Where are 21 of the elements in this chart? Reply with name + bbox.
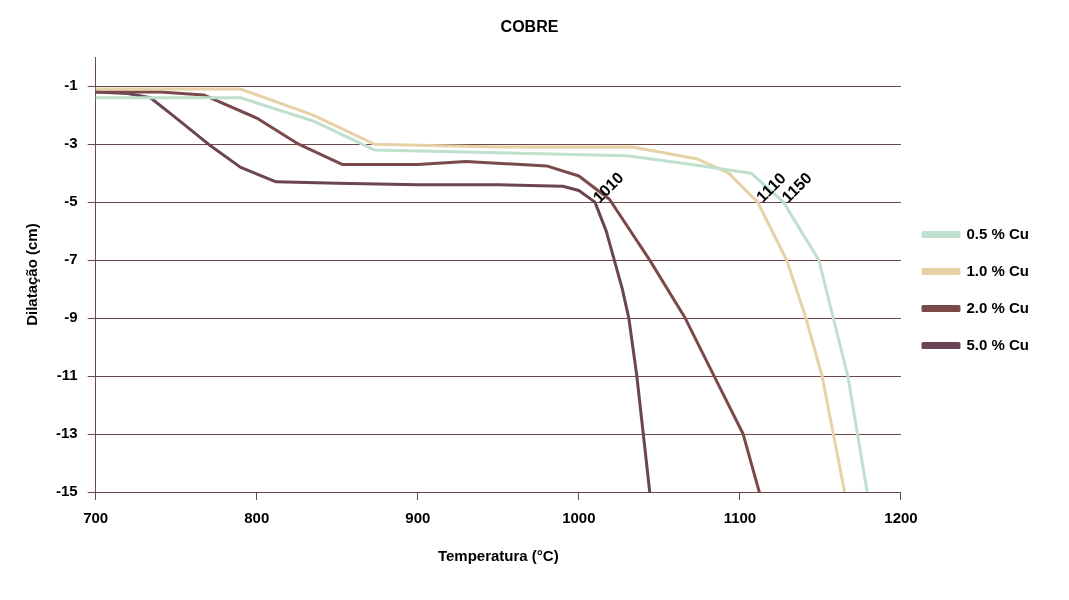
y-tick-label: -11 — [56, 366, 78, 384]
y-tick-label: -1 — [64, 76, 78, 94]
x-tick-label: 700 — [83, 509, 109, 527]
x-tick-label: 1000 — [562, 509, 596, 527]
legend-label: 2.0 % Cu — [966, 298, 1030, 316]
y-axis-title: Dilatação (cm) — [23, 223, 41, 326]
chart-title: COBRE — [500, 18, 559, 36]
y-tick-label: -3 — [64, 134, 78, 152]
x-tick-label: 1200 — [884, 509, 918, 527]
legend-label: 0.5 % Cu — [966, 224, 1030, 242]
legend-label: 1.0 % Cu — [966, 261, 1030, 279]
y-tick-label: -13 — [55, 424, 78, 442]
x-axis-title: Temperatura (°C) — [437, 547, 559, 565]
y-tick-label: -7 — [64, 250, 78, 268]
y-tick-label: -5 — [64, 192, 78, 210]
y-tick-label: -9 — [64, 308, 78, 326]
x-tick-label: 1100 — [723, 509, 757, 527]
y-tick-label: -15 — [55, 482, 78, 500]
x-tick-label: 800 — [244, 509, 270, 527]
legend-label: 5.0 % Cu — [966, 335, 1030, 353]
x-tick-label: 900 — [405, 509, 431, 527]
